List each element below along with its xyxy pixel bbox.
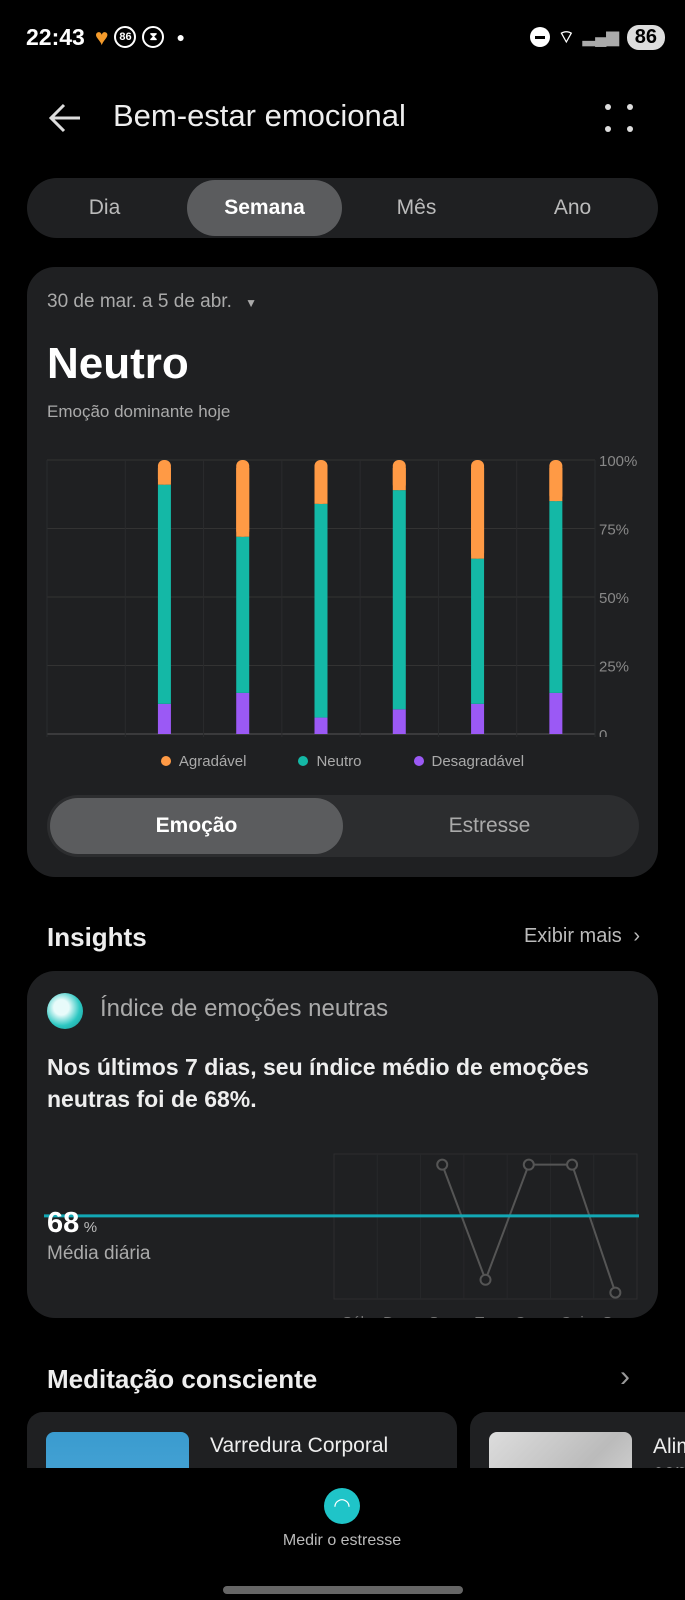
measure-stress-button[interactable]: ◠ Medir o estresse xyxy=(262,1488,422,1568)
page-title: Bem-estar emocional xyxy=(113,98,406,133)
data-point xyxy=(436,1158,449,1171)
tab-mes[interactable]: Mês xyxy=(396,196,437,219)
hourglass-icon: ⧗ xyxy=(142,26,165,48)
y-tick-label: 25% xyxy=(599,659,629,676)
x-tick-label: Dom xyxy=(383,1314,415,1318)
legend-agradavel: Agradável xyxy=(160,753,246,770)
legend-desagradavel: Desagradável xyxy=(413,753,524,770)
meditation-chevron-icon[interactable]: › xyxy=(620,1360,630,1393)
data-point xyxy=(609,1286,622,1299)
toggle-emocao[interactable]: Emoção xyxy=(50,798,343,854)
bar-segment-neutro xyxy=(392,490,406,710)
back-button[interactable] xyxy=(46,98,86,138)
insights-title: Insights xyxy=(47,922,147,952)
data-point xyxy=(566,1158,579,1171)
bar-segment-desagradável xyxy=(236,692,250,734)
insight-card[interactable]: Índice de emoções neutras Nos últimos 7 … xyxy=(27,971,658,1318)
meditation-item-title: Varredura Corporal xyxy=(210,1434,389,1457)
gauge-icon: ◠ xyxy=(324,1488,360,1524)
tab-dia[interactable]: Dia xyxy=(88,196,121,219)
home-indicator[interactable] xyxy=(223,1586,463,1594)
mode-toggle: Emoção Estresse xyxy=(47,795,639,857)
average-value: 68 % xyxy=(47,1207,98,1239)
neutral-emotion-icon xyxy=(47,993,83,1029)
neutral-index-line xyxy=(441,1163,617,1293)
bar-segment-desagradável xyxy=(471,703,485,734)
bar-segment-neutro xyxy=(471,558,485,704)
emotion-card: 30 de mar. a 5 de abr. ▼ Neutro Emoção d… xyxy=(27,267,658,877)
status-bar: 22:43 ♥ 86 ⧗ ● ⌔ ▂▄▆ 86 xyxy=(26,22,665,52)
dnd-icon xyxy=(529,27,550,47)
bar-segment-fill xyxy=(236,468,250,537)
x-tick-label: Qui xyxy=(560,1314,583,1318)
back-arrow-icon xyxy=(48,103,80,133)
neutral-index-line-chart: Sáb Dom Seg Ter Qua Qui Sex xyxy=(44,1153,639,1318)
status-time: 22:43 xyxy=(26,23,85,50)
bar-segment-fill xyxy=(392,468,406,491)
bar-segment-desagradável xyxy=(392,709,406,734)
x-tick-label: Sex xyxy=(602,1314,628,1318)
y-tick-label: 0 xyxy=(599,727,607,737)
x-tick-label: Sáb xyxy=(342,1314,369,1318)
x-tick-label: Seg xyxy=(429,1314,456,1318)
plot-frame xyxy=(333,1153,638,1300)
more-options-icon[interactable] xyxy=(604,103,634,133)
bar-segment-neutro xyxy=(314,503,328,718)
meditation-title: Meditação consciente xyxy=(47,1364,318,1394)
bar-segment-fill xyxy=(471,468,485,559)
period-tabs: Dia Semana Mês Ano xyxy=(27,178,658,238)
insight-text: Nos últimos 7 dias, seu índice médio de … xyxy=(47,1054,589,1112)
show-more-label: Exibir mais xyxy=(523,925,622,947)
average-label: Média diária xyxy=(47,1243,151,1264)
emotion-stacked-bar-chart: 025%50%75%100%SegTerQuaQuiSexSábDom xyxy=(46,453,637,737)
bar-segment-fill xyxy=(549,468,563,502)
date-range-label: 30 de mar. a 5 de abr. xyxy=(47,291,232,312)
y-tick-label: 100% xyxy=(599,453,637,470)
bar-segment-neutro xyxy=(549,501,563,693)
signal-icon: ▂▄▆ xyxy=(582,29,619,46)
wifi-icon: ⌔ xyxy=(557,26,575,47)
battery-indicator: 86 xyxy=(626,24,665,50)
show-more-link[interactable]: Exibir mais › xyxy=(524,925,640,948)
tab-ano[interactable]: Ano xyxy=(553,196,592,219)
bar-segment-desagradável xyxy=(314,717,328,734)
tab-semana[interactable]: Semana xyxy=(187,180,342,236)
date-range-dropdown[interactable]: 30 de mar. a 5 de abr. ▼ xyxy=(47,291,257,313)
heart-app-icon: ♥ xyxy=(94,23,109,50)
y-tick-label: 75% xyxy=(599,522,629,539)
chart-legend: Agradável Neutro Desagradável xyxy=(27,753,658,770)
x-tick-label: Ter xyxy=(475,1314,496,1318)
bar-segment-desagradável xyxy=(549,692,563,734)
data-point xyxy=(522,1158,535,1171)
measure-stress-label: Medir o estresse xyxy=(282,1532,402,1549)
bar-segment-neutro xyxy=(157,484,171,704)
legend-neutro: Neutro xyxy=(298,753,362,770)
chevron-right-icon: › xyxy=(633,925,640,947)
x-tick-label: Qua xyxy=(515,1314,544,1318)
y-tick-label: 50% xyxy=(599,590,629,607)
dot-icon: ● xyxy=(176,29,185,45)
caret-down-icon: ▼ xyxy=(245,296,258,310)
bar-segment-desagradável xyxy=(157,703,171,734)
data-point xyxy=(479,1273,492,1286)
bar-segment-neutro xyxy=(236,536,250,693)
insight-card-title: Índice de emoções neutras xyxy=(100,995,389,1022)
bar-segment-fill xyxy=(314,468,328,504)
toggle-estresse[interactable]: Estresse xyxy=(448,814,531,837)
bottom-bar: ◠ Medir o estresse xyxy=(0,1468,685,1600)
bar-segment-fill xyxy=(157,468,171,485)
dominant-emotion-subtitle: Emoção dominante hoje xyxy=(47,402,231,421)
notification-badge: 86 xyxy=(114,26,137,48)
dominant-emotion: Neutro xyxy=(47,339,189,388)
